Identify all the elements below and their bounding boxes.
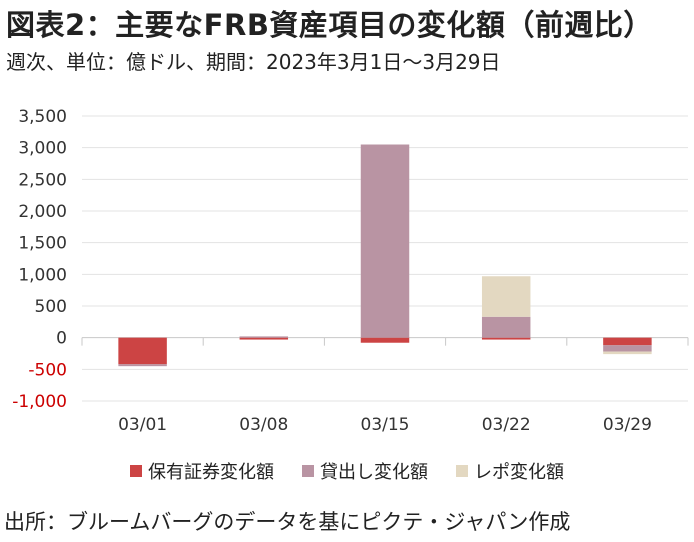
legend-swatch bbox=[130, 465, 142, 477]
y-tick-label: 1,000 bbox=[18, 265, 67, 285]
x-tick-label: 03/08 bbox=[239, 415, 288, 435]
y-tick-label: 0 bbox=[56, 329, 67, 349]
legend-item: レポ変化額 bbox=[456, 458, 564, 484]
x-tick-label: 03/29 bbox=[603, 415, 652, 435]
legend-item: 保有証券変化額 bbox=[130, 458, 274, 484]
bar-segment bbox=[118, 337, 167, 365]
legend-item: 貸出し変化額 bbox=[302, 458, 428, 484]
bar-segment bbox=[118, 364, 167, 367]
bar-segment bbox=[481, 276, 531, 317]
legend-label: 貸出し変化額 bbox=[320, 462, 428, 483]
y-tick-label: 500 bbox=[35, 297, 67, 317]
y-tick-label: 2,000 bbox=[18, 202, 67, 222]
bar-chart: 3,500 3,000 2,500 2,000 1,500 1,000 500 0 -500 -1… bbox=[12, 107, 689, 435]
bar-segment bbox=[360, 337, 410, 343]
y-tick-label: -500 bbox=[28, 360, 67, 380]
bar-segment bbox=[603, 351, 652, 355]
legend-swatch bbox=[302, 465, 314, 477]
y-tick-label: 3,000 bbox=[18, 139, 67, 159]
chart-subtitle: 週次、単位：億ドル、期間：2023年3月1日～3月29日 bbox=[6, 50, 501, 74]
x-tick-label: 03/22 bbox=[482, 415, 531, 435]
y-tick-label: 2,500 bbox=[18, 170, 67, 190]
bar-segment bbox=[360, 144, 410, 338]
chart-legend: 保有証券変化額 貸出し変化額 レポ変化額 bbox=[0, 458, 694, 484]
bar-segment bbox=[481, 337, 531, 340]
chart-title: 図表2：主要なFRB資産項目の変化額（前週比） bbox=[6, 8, 653, 42]
legend-label: 保有証券変化額 bbox=[148, 462, 274, 483]
y-tick-label: 3,500 bbox=[18, 107, 67, 127]
bar-segment bbox=[603, 345, 652, 352]
bar-segment bbox=[603, 337, 652, 346]
bar-segment bbox=[481, 316, 531, 338]
x-tick-label: 03/15 bbox=[361, 415, 410, 435]
y-tick-label: -1,000 bbox=[12, 392, 67, 412]
legend-label: レポ変化額 bbox=[474, 462, 564, 483]
x-tick-label: 03/01 bbox=[118, 415, 167, 435]
source-note: 出所：ブルームバーグのデータを基にピクテ・ジャパン作成 bbox=[4, 510, 571, 534]
legend-swatch bbox=[456, 465, 468, 477]
y-tick-label: 1,500 bbox=[18, 234, 67, 254]
bar-segment bbox=[239, 336, 289, 338]
bar-segment bbox=[239, 337, 289, 340]
